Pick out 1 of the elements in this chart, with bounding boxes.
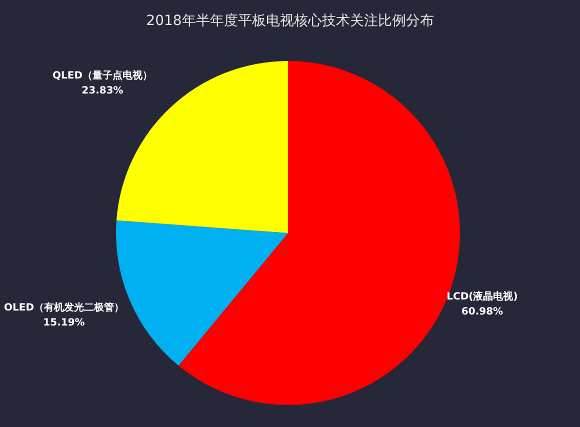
chart-title: 2018年半年度平板电视核心技术关注比例分布 (146, 13, 434, 29)
